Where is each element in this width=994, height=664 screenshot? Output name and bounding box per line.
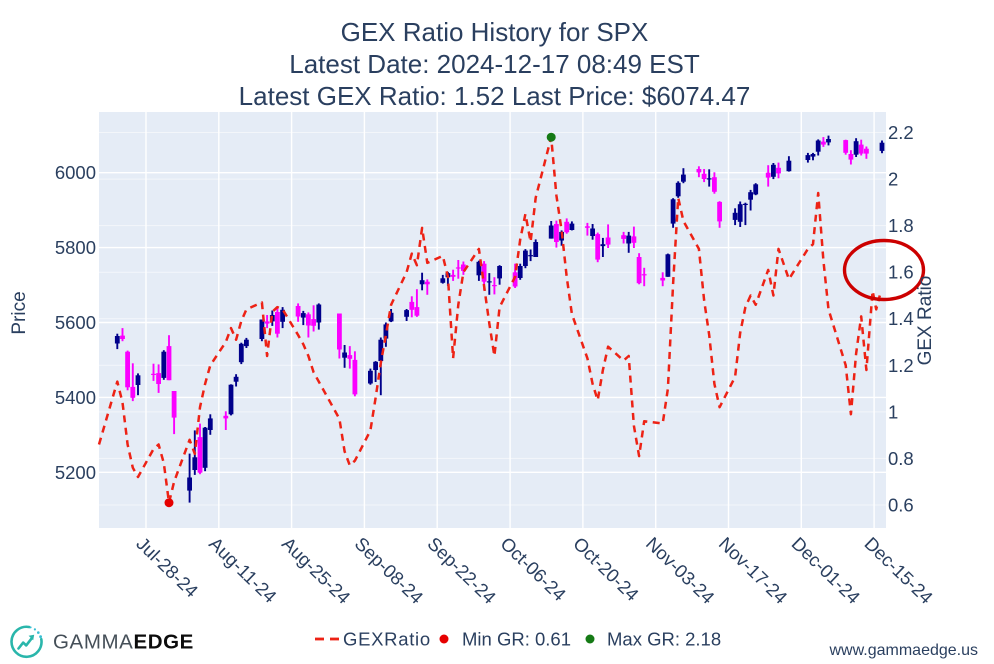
svg-text:0.8: 0.8 bbox=[888, 448, 914, 469]
svg-text:Nov-17-24: Nov-17-24 bbox=[715, 533, 792, 608]
svg-text:GEX Ratio: GEX Ratio bbox=[915, 276, 936, 366]
svg-text:Oct-06-24: Oct-06-24 bbox=[496, 533, 570, 605]
svg-text:5200: 5200 bbox=[55, 462, 96, 483]
svg-text:1.6: 1.6 bbox=[888, 262, 914, 283]
svg-text:Dec-01-24: Dec-01-24 bbox=[788, 533, 865, 608]
svg-text:GEXRatio: GEXRatio bbox=[343, 629, 431, 650]
svg-text:0.6: 0.6 bbox=[888, 495, 914, 516]
svg-text:Sep-08-24: Sep-08-24 bbox=[351, 533, 428, 608]
svg-text:5800: 5800 bbox=[55, 237, 96, 258]
svg-text:Dec-15-24: Dec-15-24 bbox=[860, 533, 937, 608]
svg-text:www.gammaedge.us: www.gammaedge.us bbox=[828, 642, 978, 659]
svg-text:1.4: 1.4 bbox=[888, 308, 914, 329]
svg-text:1.8: 1.8 bbox=[888, 215, 914, 236]
svg-text:2.2: 2.2 bbox=[888, 122, 914, 143]
svg-text:Jul-28-24: Jul-28-24 bbox=[132, 533, 202, 602]
svg-text:6000: 6000 bbox=[55, 162, 96, 183]
svg-text:5600: 5600 bbox=[55, 312, 96, 333]
svg-text:2: 2 bbox=[888, 169, 898, 190]
svg-text:Nov-03-24: Nov-03-24 bbox=[642, 533, 719, 608]
svg-text:Oct-20-24: Oct-20-24 bbox=[569, 533, 643, 605]
svg-text:Price: Price bbox=[9, 291, 30, 334]
svg-text:5400: 5400 bbox=[55, 387, 96, 408]
svg-text:Sep-22-24: Sep-22-24 bbox=[424, 533, 501, 608]
svg-text:Min GR: 0.61: Min GR: 0.61 bbox=[462, 629, 571, 650]
svg-text:Aug-25-24: Aug-25-24 bbox=[278, 533, 355, 608]
svg-text:1: 1 bbox=[888, 401, 898, 422]
svg-text:GAMMAEDGE: GAMMAEDGE bbox=[53, 631, 194, 654]
svg-text:1.2: 1.2 bbox=[888, 355, 914, 376]
svg-text:Max GR: 2.18: Max GR: 2.18 bbox=[607, 629, 721, 650]
svg-text:Aug-11-24: Aug-11-24 bbox=[205, 533, 281, 607]
